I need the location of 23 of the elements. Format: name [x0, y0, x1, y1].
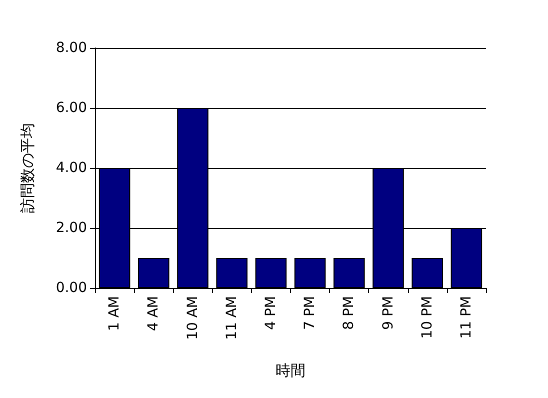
- y-tick-label: 8.00: [56, 40, 87, 56]
- bar: [216, 258, 248, 288]
- x-tick-label: 10 AM: [184, 296, 201, 340]
- bar: [255, 258, 287, 288]
- x-tick-label: 7 PM: [302, 296, 318, 330]
- x-tick-label: 8 PM: [341, 296, 358, 330]
- y-tick-label: 0.00: [56, 280, 87, 296]
- y-tick-label: 6.00: [56, 100, 87, 116]
- x-tick-label: 4 AM: [146, 296, 162, 332]
- bar: [412, 258, 443, 288]
- x-axis-title: 時間: [276, 362, 306, 380]
- x-tick-label: 4 PM: [262, 296, 279, 330]
- bar: [138, 258, 170, 288]
- x-tick-label: 1 AM: [106, 296, 123, 332]
- x-tick-label: 11 AM: [224, 296, 240, 340]
- y-tick-label: 2.00: [56, 220, 87, 236]
- x-tick-label: 9 PM: [380, 296, 396, 330]
- y-axis-title: 訪問数の平均: [18, 123, 36, 213]
- x-tick-label: 11 PM: [458, 296, 474, 339]
- y-tick-label: 4.00: [56, 160, 87, 176]
- bar: [294, 258, 326, 288]
- x-tick-label: 10 PM: [419, 296, 436, 339]
- bar: [334, 258, 365, 288]
